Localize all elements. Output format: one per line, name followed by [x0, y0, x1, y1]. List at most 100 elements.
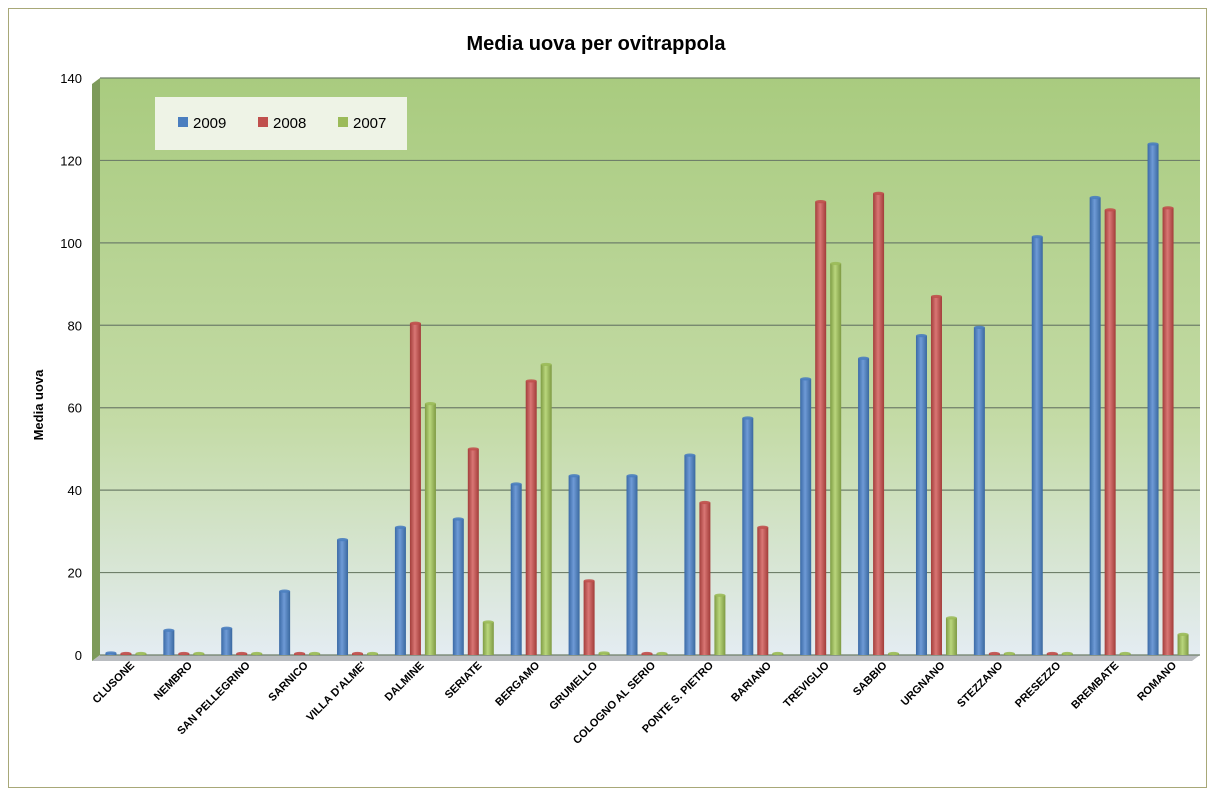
bar-2008 [1162, 206, 1174, 655]
x-tick-label: VILLA D'ALME' [304, 659, 368, 723]
bar-2007 [482, 620, 494, 655]
y-tick-label: 140 [60, 71, 82, 86]
bar-2009 [105, 651, 117, 655]
bars [105, 142, 1189, 656]
bar-2009 [394, 525, 406, 655]
bar-2009 [973, 325, 985, 655]
legend-label: 2008 [273, 115, 306, 132]
bar-2008 [1046, 651, 1058, 656]
bar-2009 [568, 474, 580, 655]
x-tick-label: TREVIGLIO [781, 659, 832, 710]
bar-2007 [714, 593, 726, 655]
bar-2008 [467, 447, 479, 655]
bar-2007 [945, 616, 957, 655]
bar-2009 [1031, 235, 1043, 656]
bar-2009 [1089, 195, 1101, 655]
legend-item-2008: 2008 [258, 115, 306, 132]
bar-2007 [1119, 651, 1131, 656]
y-axis: 0 20 40 60 80 100 120 140 [60, 71, 82, 663]
y-tick-label: 20 [68, 566, 82, 581]
y-tick-label: 100 [60, 236, 82, 251]
bar-2009 [800, 377, 812, 655]
plot-wall [92, 78, 1200, 661]
legend-swatch [338, 117, 348, 127]
x-tick-label: BERGAMO [493, 659, 542, 708]
bar-2007 [135, 651, 147, 656]
bar-2008 [236, 651, 248, 656]
legend: 2009 2008 2007 [155, 97, 407, 150]
bar-2009 [742, 416, 754, 655]
bar-2009 [221, 626, 233, 655]
bar-2007 [598, 651, 610, 655]
bar-2009 [452, 517, 464, 655]
bar-2008 [699, 500, 711, 655]
y-axis-label: Media uova [31, 369, 46, 441]
bar-2009 [1147, 142, 1159, 655]
bar-2008 [757, 525, 769, 655]
bar-2008 [930, 294, 942, 655]
bar-2009 [858, 356, 870, 655]
bar-2007 [540, 362, 552, 655]
legend-label: 2007 [353, 115, 386, 132]
bar-2007 [772, 651, 784, 656]
bar-2008 [178, 651, 190, 656]
legend-item-2009: 2009 [178, 115, 226, 132]
x-tick-label: CLUSONE [91, 660, 138, 707]
bar-2007 [193, 651, 205, 656]
y-tick-label: 120 [60, 153, 82, 168]
bar-2007 [1003, 651, 1015, 656]
x-tick-label: GRUMELLO [547, 659, 600, 712]
bar-2007 [830, 261, 842, 655]
bar-2007 [656, 651, 668, 656]
x-tick-label: PRESEZZO [1013, 659, 1064, 710]
plot-floor [92, 655, 1200, 661]
bar-2008 [525, 379, 537, 655]
bar-2008 [409, 321, 421, 655]
y-tick-label: 0 [75, 648, 82, 663]
bar-2007 [424, 401, 436, 655]
bar-2008 [988, 651, 1000, 656]
legend-label: 2009 [193, 115, 226, 132]
bar-2008 [873, 191, 885, 655]
y-tick-label: 80 [68, 318, 82, 333]
bar-2007 [309, 651, 321, 656]
bar-2008 [1104, 208, 1116, 655]
legend-swatch [258, 117, 268, 127]
bar-2008 [641, 651, 653, 656]
legend-box [155, 97, 407, 150]
bar-2009 [163, 628, 175, 655]
bar-2007 [1177, 632, 1189, 655]
x-tick-label: DALMINE [383, 660, 427, 704]
x-tick-label: STEZZANO [955, 659, 1006, 710]
bar-2009 [684, 453, 696, 655]
bar-2008 [294, 651, 306, 656]
legend-item-2007: 2007 [338, 115, 386, 132]
legend-swatch [178, 117, 188, 127]
bar-2008 [352, 651, 364, 656]
bar-2008 [120, 651, 132, 656]
bar-2007 [1061, 651, 1073, 656]
bar-2008 [815, 200, 827, 655]
bar-2007 [251, 651, 263, 656]
bar-2007 [367, 651, 379, 656]
bar-2009 [915, 333, 927, 655]
bar-2009 [626, 474, 638, 655]
x-tick-label: SABBIO [851, 659, 890, 698]
plot-background [100, 78, 1200, 655]
bar-2009 [337, 538, 349, 655]
x-tick-label: BREMBATE [1069, 660, 1121, 712]
x-tick-label: NEMBRO [152, 659, 195, 702]
x-tick-label: SARNICO [266, 659, 311, 704]
plot-side-wall [92, 78, 100, 661]
bar-2009 [279, 589, 291, 655]
bar-2009 [510, 482, 522, 655]
chart-title: Media uova per ovitrappola [467, 33, 727, 55]
bar-2008 [583, 579, 595, 655]
x-tick-label: URGNANO [899, 659, 948, 708]
y-tick-label: 60 [68, 401, 82, 416]
bar-2007 [888, 651, 900, 656]
x-tick-label: BARIANO [729, 659, 774, 704]
y-tick-label: 40 [68, 483, 82, 498]
